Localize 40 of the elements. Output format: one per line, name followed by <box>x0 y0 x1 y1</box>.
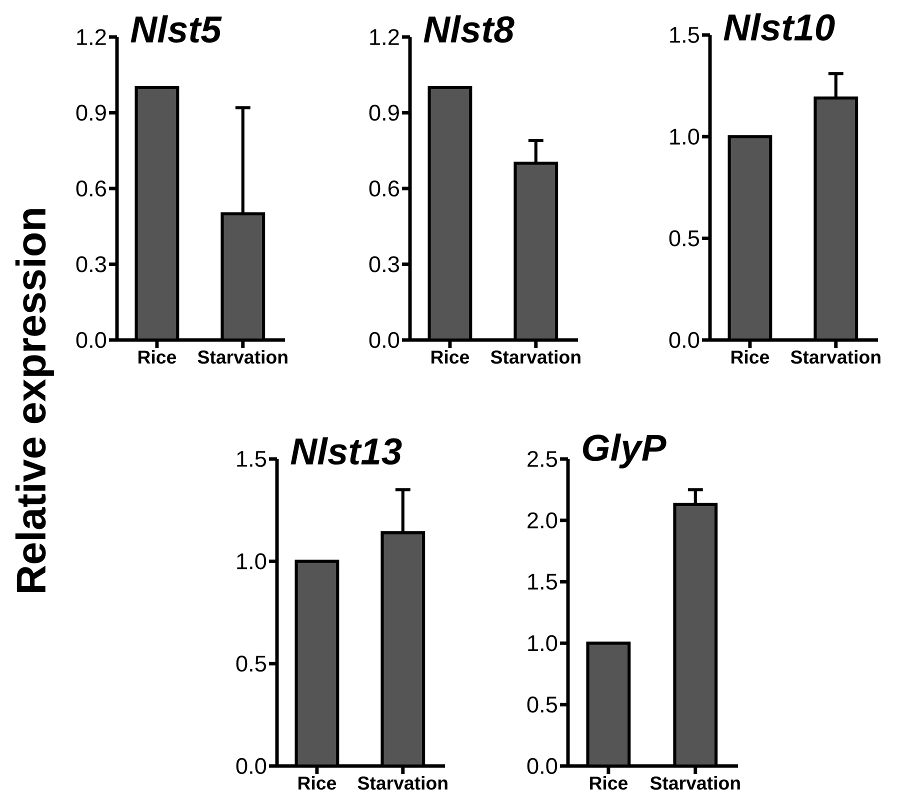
y-tick-label: 1.2 <box>370 29 399 45</box>
x-tick-label: Starvation <box>358 776 448 790</box>
y-tick-label: 2.0 <box>528 512 558 528</box>
x-tick-label: Rice <box>590 776 628 790</box>
x-tick-label: Starvation <box>790 350 880 364</box>
x-tick-label: Starvation <box>198 350 288 364</box>
y-tick-label: 0.5 <box>669 230 699 246</box>
y-tick-label: 1.0 <box>528 635 558 652</box>
y-tick-label: 0.9 <box>369 104 399 121</box>
x-tick-label: Starvation <box>650 776 740 790</box>
y-tick-label: 0.0 <box>369 332 400 348</box>
y-tick-label: 0.5 <box>236 656 266 672</box>
y-tick-label: 0.3 <box>76 256 106 272</box>
y-tick-label: 1.5 <box>670 27 699 43</box>
y-tick-label: 0.0 <box>236 758 266 774</box>
x-tick-label: Rice <box>432 350 470 364</box>
y-tick-label: 1.5 <box>237 451 266 467</box>
y-tick-label: 2.5 <box>528 450 557 468</box>
x-tick-label: Rice <box>298 776 336 790</box>
chart-title: Nlst10 <box>724 13 835 41</box>
y-tick-label: 0.5 <box>527 696 557 713</box>
chart-title: GlyP <box>583 434 666 468</box>
y-tick-label: 0.0 <box>669 332 700 348</box>
chart-title: Nlst5 <box>130 15 222 43</box>
y-axis-title: Relative expression <box>15 209 54 592</box>
y-tick-label: 0.9 <box>76 104 106 121</box>
chart-title: Nlst13 <box>290 437 402 465</box>
y-tick-label: 0.0 <box>527 758 558 774</box>
x-tick-label: Rice <box>732 350 770 364</box>
chart-title: Nlst8 <box>424 15 514 43</box>
y-tick-label: 1.5 <box>528 574 557 590</box>
x-tick-label: Starvation <box>490 350 580 364</box>
y-tick-label: 1.2 <box>77 29 106 45</box>
x-tick-label: Rice <box>138 350 176 364</box>
y-tick-label: 1.0 <box>237 553 266 570</box>
y-tick-label: 0.3 <box>369 256 399 272</box>
y-tick-label: 0.6 <box>76 180 106 197</box>
y-tick-label: 0.0 <box>76 332 106 348</box>
y-tick-label: 1.0 <box>670 128 700 145</box>
y-tick-label: 0.6 <box>369 180 399 197</box>
